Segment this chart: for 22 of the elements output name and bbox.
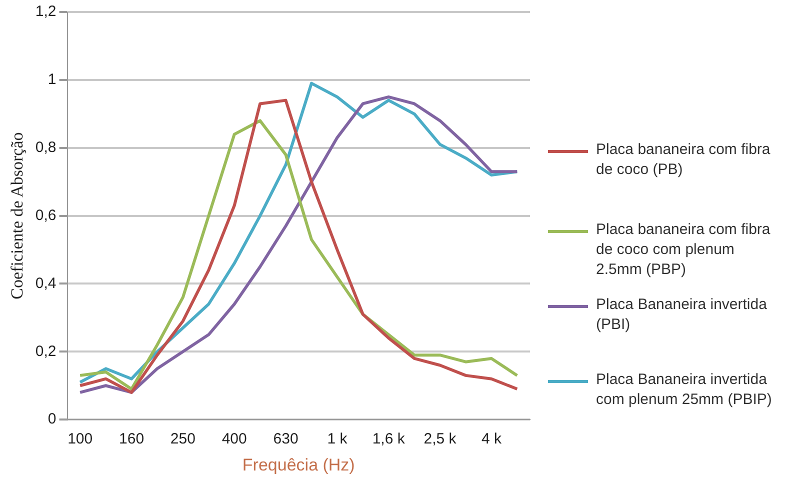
y-tick-label: 0,8: [35, 139, 56, 156]
y-tick-label: 0,2: [35, 342, 56, 360]
legend-label: Placa bananeira com fibra de coco (PB): [596, 140, 772, 180]
y-tick-label: 0,4: [35, 274, 56, 292]
x-tick-label: 4 k: [481, 430, 502, 448]
x-tick-label: 100: [68, 430, 93, 448]
x-tick-label: 630: [273, 430, 298, 448]
x-tick-label: 400: [222, 430, 247, 448]
y-tick-label: 0,6: [35, 206, 56, 224]
x-axis-title: Frequêcia (Hz): [242, 455, 355, 474]
x-tick-label: 250: [170, 430, 196, 448]
x-tick-label: 1,6 k: [372, 430, 406, 448]
legend-label: Placa Bananeira invertida com plenum 25mm (PBIP): [596, 370, 773, 410]
x-tick-label: 1 k: [327, 430, 348, 448]
y-tick-label: 0: [48, 410, 56, 428]
x-tick-label: 160: [119, 430, 144, 448]
y-axis-title: Coeficiente de Absorção: [8, 132, 27, 300]
legend-label: Placa bananeira com fibra de coco com plenum 2.5mm (PBP): [596, 220, 772, 280]
y-tick-label: 1,2: [35, 3, 56, 20]
legend-label: Placa Bananeira invertida (PBI): [596, 295, 768, 335]
y-tick-label: 1: [48, 71, 56, 88]
x-tick-label: 2,5 k: [424, 430, 457, 448]
